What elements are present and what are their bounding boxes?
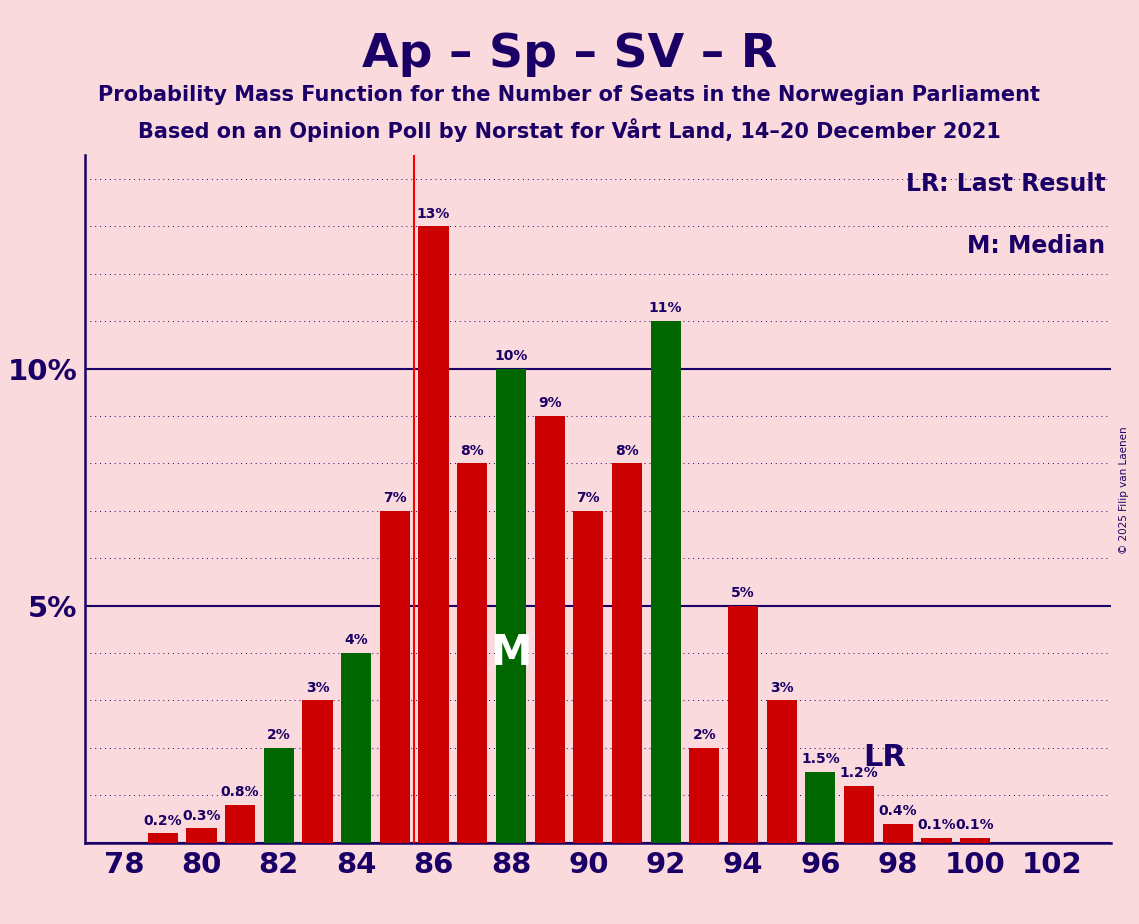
Text: 9%: 9% [538,396,562,410]
Text: 8%: 8% [460,444,484,457]
Text: 7%: 7% [576,492,600,505]
Text: Probability Mass Function for the Number of Seats in the Norwegian Parliament: Probability Mass Function for the Number… [98,85,1041,105]
Text: © 2025 Filip van Laenen: © 2025 Filip van Laenen [1120,426,1129,553]
Text: 0.1%: 0.1% [956,819,994,833]
Text: 2%: 2% [267,728,290,742]
Bar [728,605,759,843]
Bar [767,700,797,843]
Text: 3%: 3% [305,681,329,695]
Bar [418,226,449,843]
Text: 0.8%: 0.8% [221,785,260,799]
Text: LR: LR [863,743,906,772]
Bar [264,748,294,843]
Bar [187,829,216,843]
Text: 3%: 3% [770,681,794,695]
Text: 13%: 13% [417,207,450,221]
Text: 11%: 11% [649,301,682,315]
Text: LR: Last Result: LR: Last Result [906,173,1105,197]
Bar [341,653,371,843]
Text: 7%: 7% [383,492,407,505]
Text: Ap – Sp – SV – R: Ap – Sp – SV – R [362,32,777,78]
Text: M: Median: M: Median [967,235,1105,259]
Bar [457,464,487,843]
Bar [689,748,720,843]
Bar [921,838,951,843]
Text: 0.1%: 0.1% [917,819,956,833]
Bar [226,805,255,843]
Text: 10%: 10% [494,349,527,363]
Text: 1.2%: 1.2% [839,766,878,780]
Bar [573,511,604,843]
Text: 8%: 8% [615,444,639,457]
Text: Based on an Opinion Poll by Norstat for Vårt Land, 14–20 December 2021: Based on an Opinion Poll by Norstat for … [138,118,1001,142]
Bar [148,833,178,843]
Bar [379,511,410,843]
Text: 0.3%: 0.3% [182,808,221,822]
Bar [534,416,565,843]
Text: 1.5%: 1.5% [801,752,839,766]
Bar [612,464,642,843]
Text: 4%: 4% [344,633,368,648]
Bar [805,772,836,843]
Text: 0.4%: 0.4% [878,804,917,818]
Bar [883,823,912,843]
Bar [650,322,681,843]
Text: 0.2%: 0.2% [144,813,182,828]
Text: M: M [490,632,532,674]
Bar [303,700,333,843]
Bar [495,369,526,843]
Text: 2%: 2% [693,728,716,742]
Bar [960,838,990,843]
Bar [844,785,874,843]
Text: 5%: 5% [731,586,755,600]
